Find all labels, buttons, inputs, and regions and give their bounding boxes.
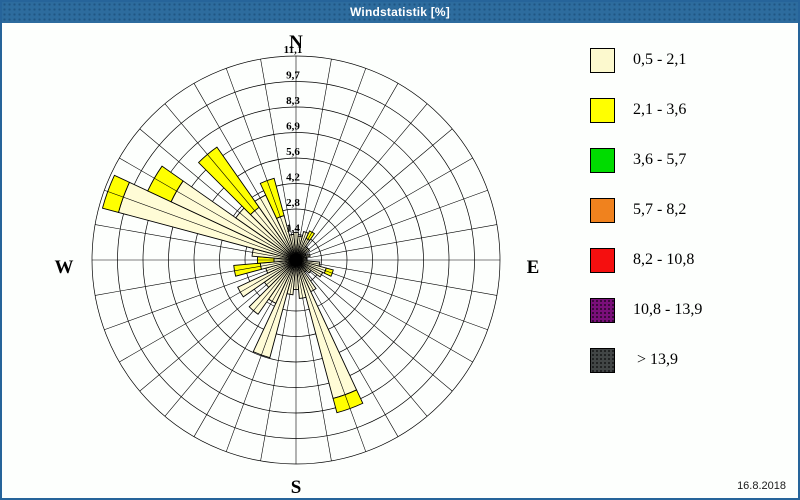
grid-spoke: [95, 259, 297, 296]
legend-label: 10,8 - 13,9: [633, 301, 703, 318]
compass-west: W: [55, 257, 74, 278]
grid-spoke: [164, 259, 297, 417]
ring-label: 2,8: [286, 197, 300, 209]
grid-spoke: [104, 189, 297, 261]
grid-spoke: [295, 103, 428, 261]
wind-rose-petal: [259, 177, 285, 219]
ring-label: 6,9: [286, 121, 300, 133]
grid-spoke: [295, 224, 497, 261]
grid-spoke: [119, 259, 297, 363]
rose-center-dot: [289, 253, 303, 267]
grid-spoke: [193, 83, 297, 261]
grid-spoke: [295, 259, 399, 437]
legend-item: 0,5 - 2,1: [590, 47, 702, 73]
grid-spoke: [139, 259, 297, 392]
ring-label: 5,6: [286, 146, 300, 158]
grid-spoke: [164, 103, 297, 261]
grid-spoke: [260, 259, 297, 461]
legend-swatch-3: [590, 197, 615, 223]
grid-spoke: [295, 59, 332, 261]
wind-rose-petal: [101, 174, 131, 213]
grid-spoke: [295, 189, 488, 261]
wind-rose-petal: [332, 389, 364, 414]
legend-item: 2,1 - 3,6: [590, 97, 702, 123]
ring-label: 8,3: [286, 95, 300, 107]
legend-item: 3,6 - 5,7: [590, 147, 702, 173]
grid-spoke: [295, 83, 399, 261]
compass-north: N: [289, 32, 303, 53]
legend-label: 8,2 - 10,8: [633, 251, 695, 268]
legend-item: 8,2 - 10,8: [590, 247, 702, 273]
wind-rose-petal: [147, 165, 184, 203]
compass-east: E: [527, 257, 540, 278]
grid-spoke: [295, 259, 473, 363]
legend-item: > 13,9: [590, 347, 702, 373]
grid-spoke: [193, 259, 297, 437]
grid-spoke: [119, 157, 297, 261]
compass-south: S: [291, 477, 302, 498]
ring-label: 11,1: [284, 44, 303, 56]
wind-rose-petal: [233, 262, 262, 277]
ring-label: 1,4: [286, 223, 300, 235]
legend-swatch-5: [590, 297, 615, 323]
legend-label: 5,7 - 8,2: [633, 201, 687, 218]
legend-label: 2,1 - 3,6: [633, 101, 687, 118]
legend-label: 0,5 - 2,1: [633, 51, 687, 68]
grid-spoke: [104, 259, 297, 331]
legend-label: 3,6 - 5,7: [633, 151, 687, 168]
grid-spoke: [225, 68, 297, 261]
legend-swatch-0: [590, 47, 615, 73]
legend-swatch-2: [590, 147, 615, 173]
ring-label: 9,7: [286, 70, 300, 82]
legend-item: 10,8 - 13,9: [590, 297, 702, 323]
legend-item: 5,7 - 8,2: [590, 197, 702, 223]
grid-spoke: [139, 128, 297, 261]
window-title: Windstatistik [%]: [350, 5, 450, 19]
grid-spoke: [295, 68, 367, 261]
grid-spoke: [295, 259, 488, 331]
grid-spoke: [225, 259, 297, 452]
grid-spoke: [295, 259, 428, 417]
window-titlebar[interactable]: Windstatistik [%]: [2, 2, 798, 23]
grid-spoke: [260, 59, 297, 261]
legend-swatch-4: [590, 247, 615, 273]
ring-label: 4,2: [286, 172, 300, 184]
grid-spoke: [295, 157, 473, 261]
date-label: 16.8.2018: [737, 480, 786, 492]
grid-spoke: [95, 224, 297, 261]
legend-label: > 13,9: [633, 351, 679, 368]
legend-swatch-6: [590, 347, 615, 373]
grid-spoke: [295, 259, 367, 452]
grid-spoke: [295, 128, 453, 261]
grid-spoke: [295, 259, 332, 461]
grid-spoke: [295, 259, 497, 296]
grid-spoke: [295, 259, 453, 392]
legend: 0,5 - 2,1 2,1 - 3,6 3,6 - 5,7 5,7 - 8,2 8,2 …: [590, 47, 702, 373]
legend-swatch-1: [590, 97, 615, 123]
wind-rose-petal: [295, 259, 358, 400]
